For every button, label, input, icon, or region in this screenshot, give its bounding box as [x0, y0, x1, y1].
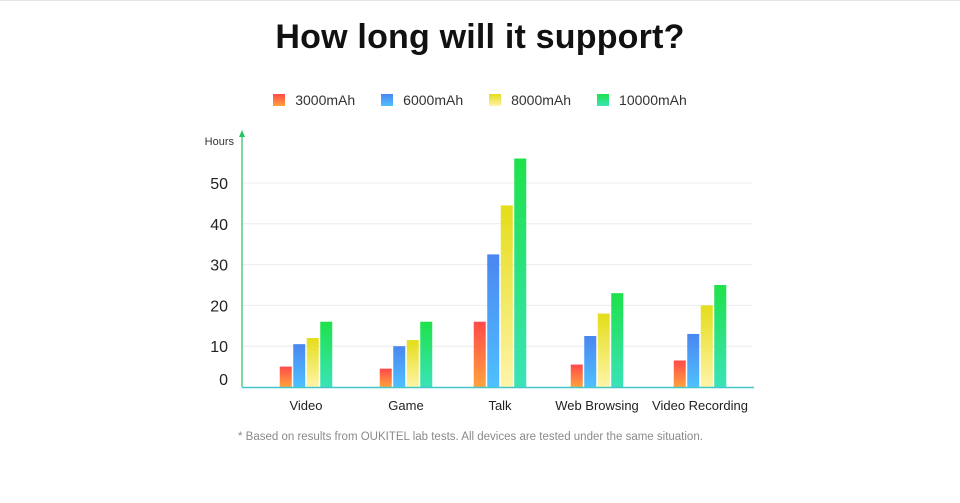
x-tick-label-game: Game [388, 398, 423, 413]
x-tick-label-video-recording: Video Recording [652, 398, 748, 413]
bar-video-10000mah [320, 321, 333, 387]
legend-item-6000mah: 6000mAh [381, 92, 463, 108]
y-tick-label-20: 20 [210, 298, 228, 315]
bar-web-browsing-10000mah [611, 293, 624, 387]
bar-talk-8000mah [500, 205, 513, 387]
bar-web-browsing-6000mah [584, 336, 597, 387]
bar-video-8000mah [306, 338, 319, 387]
bar-game-8000mah [406, 340, 419, 387]
legend-item-10000mah: 10000mAh [597, 92, 687, 108]
bar-web-browsing-8000mah [597, 313, 610, 387]
bar-video-6000mah [293, 344, 306, 387]
bar-video-3000mah [279, 366, 292, 387]
y-tick-label-50: 50 [210, 176, 228, 193]
x-tick-label-web-browsing: Web Browsing [555, 398, 639, 413]
bar-video-recording-6000mah [687, 333, 700, 387]
top-divider [0, 0, 960, 1]
legend: 3000mAh 6000mAh 8000mAh 10000mAh [0, 92, 960, 108]
y-axis-arrow [239, 130, 245, 137]
bar-web-browsing-3000mah [570, 364, 583, 387]
y-tick-label-10: 10 [210, 339, 228, 356]
bar-game-6000mah [393, 346, 406, 387]
legend-item-3000mah: 3000mAh [273, 92, 355, 108]
y-axis-label: Hours [205, 136, 235, 148]
legend-swatch-6000mah [381, 94, 394, 106]
bar-talk-10000mah [514, 158, 527, 387]
footnote: * Based on results from OUKITEL lab test… [238, 431, 703, 443]
bar-game-10000mah [420, 321, 433, 387]
legend-swatch-10000mah [597, 94, 610, 106]
legend-item-8000mah: 8000mAh [489, 92, 571, 108]
y-tick-label-30: 30 [210, 258, 228, 275]
bar-talk-6000mah [487, 254, 500, 387]
y-tick-label-0: 0 [219, 372, 228, 389]
legend-label-10000mah: 10000mAh [619, 92, 687, 108]
legend-label-8000mah: 8000mAh [511, 92, 572, 108]
legend-swatch-8000mah [489, 94, 502, 106]
bar-video-recording-3000mah [673, 360, 686, 387]
bar-video-recording-10000mah [714, 285, 727, 387]
legend-label-3000mah: 3000mAh [295, 92, 356, 108]
legend-swatch-3000mah [273, 94, 286, 106]
x-tick-label-talk: Talk [488, 398, 512, 413]
bar-game-3000mah [379, 368, 392, 387]
chart-title: How long will it support? [275, 18, 685, 56]
legend-label-6000mah: 6000mAh [403, 92, 464, 108]
x-tick-label-video: Video [289, 398, 322, 413]
bar-talk-3000mah [473, 321, 486, 387]
bar-video-recording-8000mah [700, 305, 713, 387]
y-tick-label-40: 40 [210, 217, 228, 234]
